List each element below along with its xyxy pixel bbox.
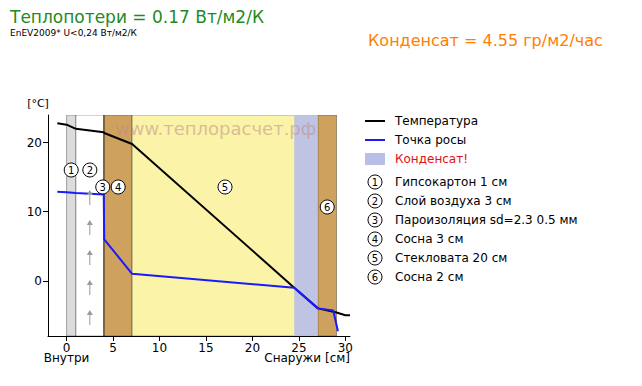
svg-text:20: 20 bbox=[245, 341, 260, 355]
svg-text:EnEV2009* U<0,24 Вт/м2/К: EnEV2009* U<0,24 Вт/м2/К bbox=[10, 28, 138, 38]
svg-text:25: 25 bbox=[291, 341, 307, 355]
svg-text:6: 6 bbox=[324, 202, 330, 213]
svg-text:3: 3 bbox=[372, 215, 378, 226]
svg-text:6: 6 bbox=[372, 272, 378, 283]
svg-text:Теплопотери = 0.17 Вт/м2/К: Теплопотери = 0.17 Вт/м2/К bbox=[9, 7, 264, 27]
svg-text:Конденсат!: Конденсат! bbox=[395, 152, 468, 166]
svg-text:10: 10 bbox=[152, 341, 167, 355]
svg-text:[°C]: [°C] bbox=[27, 97, 49, 110]
svg-text:Конденсат = 4.55 гр/м2/час: Конденсат = 4.55 гр/м2/час bbox=[368, 31, 603, 50]
svg-text:2: 2 bbox=[87, 165, 93, 176]
svg-text:www.теплорасчет.рф: www.теплорасчет.рф bbox=[115, 118, 316, 139]
svg-text:20: 20 bbox=[27, 136, 42, 150]
svg-text:1: 1 bbox=[372, 177, 378, 188]
svg-text:30: 30 bbox=[337, 341, 353, 355]
svg-text:0: 0 bbox=[34, 274, 42, 288]
svg-text:Снаружи [см]: Снаружи [см] bbox=[264, 351, 350, 365]
svg-text:5: 5 bbox=[222, 182, 228, 193]
svg-text:Сосна 2 см: Сосна 2 см bbox=[395, 270, 463, 284]
svg-text:4: 4 bbox=[115, 182, 121, 193]
svg-text:Слой воздуха 3 см: Слой воздуха 3 см bbox=[395, 194, 512, 208]
svg-text:Стекловата 20 см: Стекловата 20 см bbox=[395, 251, 507, 265]
svg-text:10: 10 bbox=[27, 205, 42, 219]
svg-text:Внутри: Внутри bbox=[44, 351, 90, 365]
svg-text:1: 1 bbox=[68, 165, 74, 176]
svg-text:Сосна 3 см: Сосна 3 см bbox=[395, 232, 463, 246]
svg-text:0: 0 bbox=[62, 341, 71, 355]
svg-text:5: 5 bbox=[372, 253, 378, 264]
svg-text:5: 5 bbox=[109, 341, 117, 355]
svg-text:15: 15 bbox=[198, 341, 213, 355]
svg-text:Температура: Температура bbox=[394, 114, 478, 128]
svg-text:4: 4 bbox=[372, 234, 378, 245]
svg-text:2: 2 bbox=[372, 196, 378, 207]
svg-text:Пароизоляция sd=2.3 0.5 мм: Пароизоляция sd=2.3 0.5 мм bbox=[395, 213, 578, 227]
svg-text:Гипсокартон 1 см: Гипсокартон 1 см bbox=[395, 175, 507, 189]
svg-text:Точка росы: Точка росы bbox=[394, 133, 466, 147]
svg-text:3: 3 bbox=[100, 182, 106, 193]
